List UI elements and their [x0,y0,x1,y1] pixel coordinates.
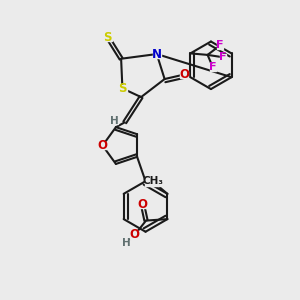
Text: H: H [110,116,119,126]
Bar [103,34,112,41]
Bar [153,50,161,58]
Bar [180,71,188,78]
Text: F: F [219,52,227,62]
Bar [98,142,107,149]
Bar [123,240,130,246]
Text: O: O [130,228,140,242]
Bar [118,85,127,92]
Bar [210,64,216,70]
Text: O: O [98,139,108,152]
Text: F: F [209,62,217,72]
Text: H: H [122,238,131,248]
Text: CH₃: CH₃ [142,176,163,186]
Text: N: N [152,48,162,61]
Text: O: O [179,68,189,81]
Text: S: S [103,31,112,44]
Text: O: O [137,198,148,211]
Text: S: S [118,82,127,95]
Bar [111,118,118,124]
Bar [138,200,147,208]
Bar [145,177,160,185]
Text: F: F [216,40,224,50]
Bar [220,54,226,61]
Bar [217,42,223,49]
Bar [130,231,140,238]
